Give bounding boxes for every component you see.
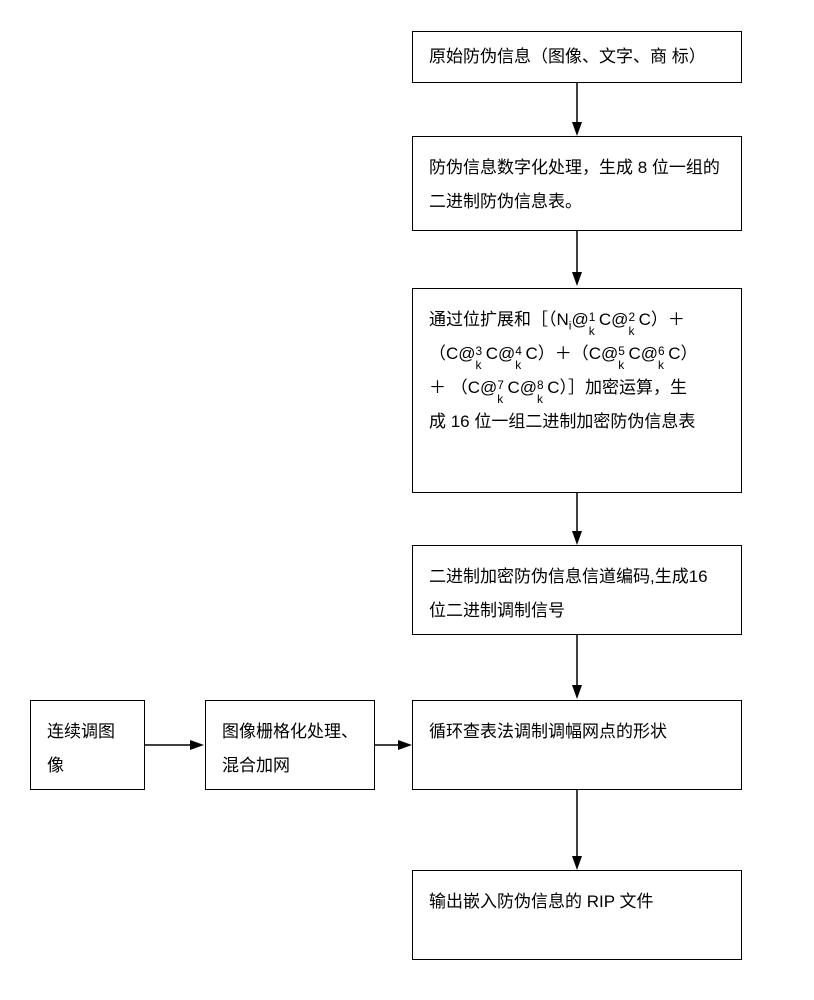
edges-layer <box>0 0 814 1000</box>
